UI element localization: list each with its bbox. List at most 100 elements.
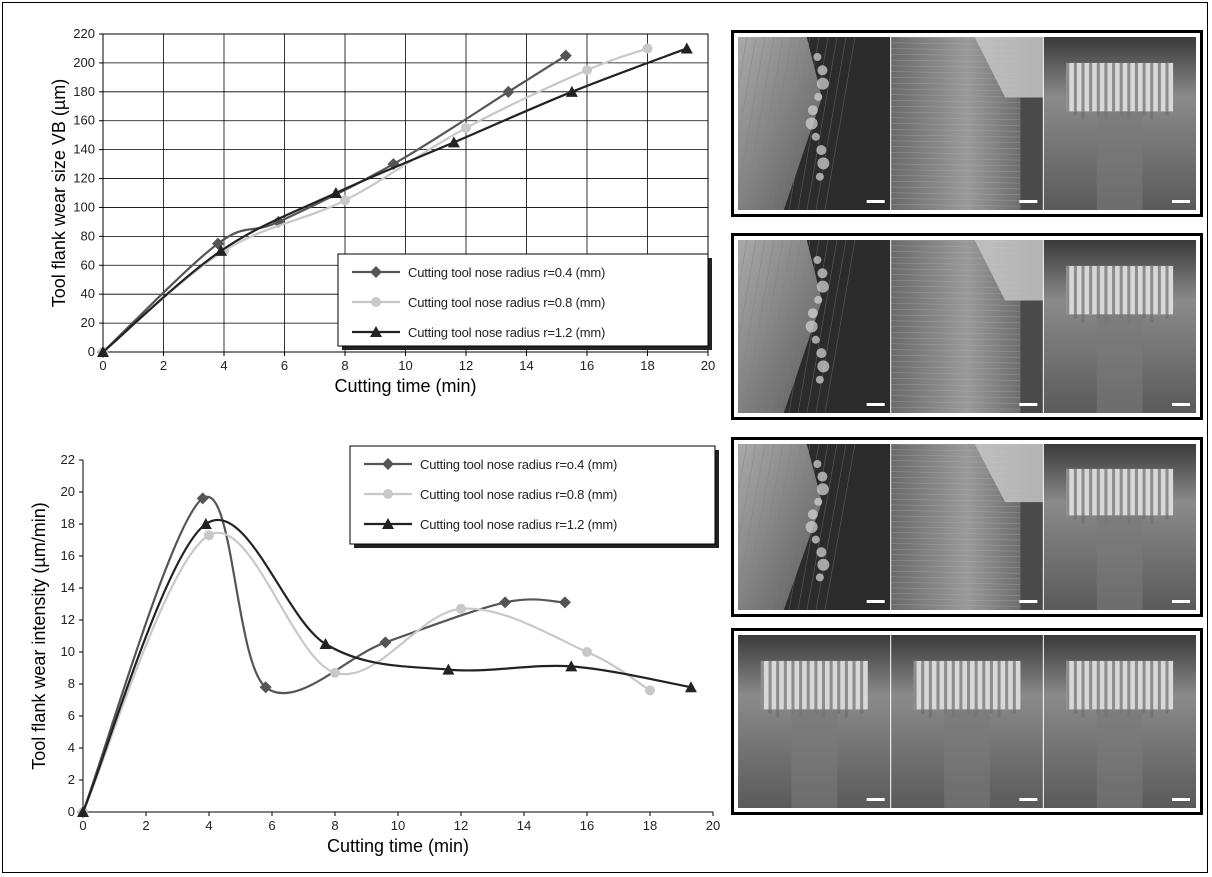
legend-marker (371, 297, 381, 307)
scale-bar (1172, 600, 1190, 603)
data-point (565, 85, 578, 97)
scale-bar (1172, 200, 1190, 203)
data-point (642, 43, 653, 54)
x-tick-label: 0 (99, 358, 106, 373)
photo-panel-edges (731, 628, 1203, 815)
x-tick-label: 6 (268, 818, 275, 833)
y-tick-label: 160 (73, 113, 95, 128)
scale-bar (866, 403, 885, 406)
scale-bar (866, 600, 885, 603)
y-tick-label: 220 (73, 26, 95, 41)
legend-marker (370, 266, 382, 278)
x-tick-label: 20 (701, 358, 715, 373)
y-tick-label: 80 (81, 228, 95, 243)
scale-bar (1019, 798, 1038, 801)
data-point (214, 244, 227, 256)
y-tick-label: 0 (88, 344, 95, 359)
x-tick-label: 14 (519, 358, 533, 373)
series-1 (78, 530, 655, 817)
micrograph-image (1043, 240, 1196, 413)
data-point (329, 187, 342, 198)
micrograph-row-3 (738, 444, 1196, 610)
legend-label: Cutting tool nose radius r=1.2 (mm) (420, 517, 617, 532)
legend-label: Cutting tool nose radius r=1.2 (mm) (408, 325, 605, 340)
data-point (461, 122, 471, 133)
micrograph-image (738, 240, 891, 413)
data-point (447, 136, 460, 148)
x-axis-title: Cutting time (min) (334, 376, 476, 396)
legend-label: Cutting tool nose radius r=o.4 (mm) (420, 457, 617, 472)
micrograph-image (1043, 444, 1196, 610)
photo-panel-r04 (731, 30, 1203, 217)
y-tick-label: 22 (61, 452, 75, 467)
micrograph-image (890, 240, 1044, 413)
legend-label: Cutting tool nose radius r=0.4 (mm) (408, 265, 605, 280)
micrograph-image (1043, 37, 1196, 210)
y-tick-label: 18 (61, 516, 75, 531)
y-axis-title: Tool flank wear size VB (µm) (49, 79, 69, 307)
data-point (582, 647, 592, 657)
x-axis-title: Cutting time (min) (327, 836, 469, 856)
y-tick-label: 0 (68, 804, 75, 819)
micrograph-image (1043, 635, 1196, 808)
scale-bar (1172, 798, 1190, 801)
data-point (319, 638, 332, 649)
series-2 (97, 42, 693, 357)
data-point (379, 636, 392, 649)
y-tick-label: 100 (73, 199, 95, 214)
micrograph-image (738, 37, 891, 210)
data-point (199, 518, 212, 529)
data-point (565, 660, 578, 672)
legend-label: Cutting tool nose radius r=0.8 (mm) (408, 295, 605, 310)
x-tick-label: 12 (454, 818, 468, 833)
y-tick-label: 6 (68, 708, 75, 723)
y-tick-label: 20 (61, 484, 75, 499)
data-point (502, 85, 515, 98)
y-tick-label: 140 (73, 142, 95, 157)
y-tick-label: 120 (73, 171, 95, 186)
legend-box (337, 253, 709, 347)
legend-marker (383, 489, 393, 499)
data-point (499, 596, 512, 609)
x-tick-label: 18 (643, 818, 657, 833)
y-tick-label: 200 (73, 55, 95, 70)
data-point (558, 596, 571, 609)
micrograph-row-1 (738, 37, 1196, 210)
x-tick-label: 8 (331, 818, 338, 833)
y-tick-label: 14 (61, 580, 75, 595)
x-tick-label: 10 (398, 358, 412, 373)
x-tick-label: 16 (580, 818, 594, 833)
scale-bar (866, 200, 885, 203)
data-point (645, 685, 655, 696)
data-point (442, 663, 455, 675)
legend-label: Cutting tool nose radius r=0.8 (mm) (420, 487, 617, 502)
y-tick-label: 8 (68, 676, 75, 691)
scale-bar (1172, 403, 1190, 406)
x-tick-label: 4 (220, 358, 227, 373)
data-point (456, 603, 466, 614)
scale-bar (1019, 200, 1038, 203)
data-point (559, 49, 572, 62)
x-tick-label: 16 (580, 358, 594, 373)
x-tick-label: 20 (706, 818, 720, 833)
data-point (330, 667, 340, 678)
data-point (196, 492, 209, 505)
series-2 (77, 518, 697, 817)
data-point (204, 530, 214, 541)
y-axis-title: Tool flank wear intensity (µm/min) (29, 502, 49, 769)
scale-bar (1019, 600, 1038, 603)
scale-bar (1019, 403, 1038, 406)
y-tick-label: 4 (68, 740, 75, 755)
y-tick-label: 60 (81, 257, 95, 272)
series-line (102, 47, 688, 353)
micrograph-image (890, 444, 1044, 610)
data-point (684, 681, 697, 693)
wear-intensity-chart: 0 2 4 6 8 10 12 14 16 18 20 0 2 4 6 8 10 12 14 16 18 20 22 Cutt… (29, 445, 720, 856)
micrograph-image (738, 635, 891, 808)
micrograph-image (890, 635, 1044, 808)
photo-panel-r08 (731, 233, 1203, 420)
y-tick-label: 20 (81, 315, 95, 330)
data-point (259, 681, 272, 694)
x-tick-label: 2 (142, 818, 149, 833)
